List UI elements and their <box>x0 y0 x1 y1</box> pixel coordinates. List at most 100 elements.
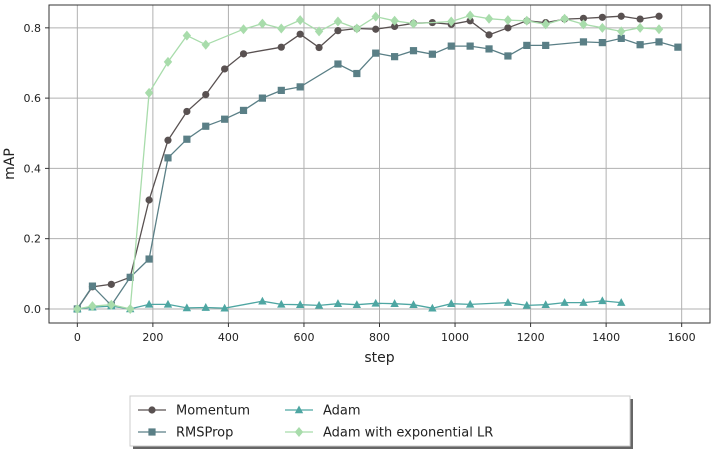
y-tick-label: 0.6 <box>24 92 42 105</box>
data-point-momentum <box>655 12 663 20</box>
data-point-adam-with-exponential-lr <box>635 22 645 33</box>
x-tick-label: 1000 <box>441 331 469 344</box>
data-point-momentum <box>164 136 172 144</box>
data-point-rmsprop <box>409 47 418 55</box>
data-point-rmsprop <box>126 273 134 281</box>
series-rmsprop <box>73 34 682 313</box>
x-tick-label: 1200 <box>517 331 545 344</box>
data-point-momentum <box>239 50 248 58</box>
series-line-adam <box>77 300 622 310</box>
data-point-rmsprop <box>391 53 399 61</box>
series-adam-with-exponential-lr <box>73 10 664 314</box>
data-point-adam-with-exponential-lr <box>182 30 192 41</box>
data-point-rmsprop <box>523 41 531 50</box>
data-point-rmsprop <box>221 115 229 123</box>
series-layer <box>73 10 682 314</box>
legend-marker <box>294 405 304 414</box>
data-point-adam-with-exponential-lr <box>390 15 399 26</box>
data-point-adam <box>277 299 286 308</box>
data-point-rmsprop <box>277 86 285 94</box>
data-point-rmsprop <box>372 49 380 57</box>
y-tick-label: 0.8 <box>24 22 42 35</box>
data-point-rmsprop <box>542 41 550 50</box>
data-point-adam <box>465 299 475 308</box>
data-point-adam-with-exponential-lr <box>201 39 210 50</box>
data-point-rmsprop <box>504 52 512 60</box>
legend-item-momentum: Momentum <box>138 404 250 419</box>
data-point-adam-with-exponential-lr <box>617 26 626 37</box>
data-point-rmsprop <box>617 34 625 42</box>
data-point-rmsprop <box>334 60 342 68</box>
data-point-rmsprop <box>183 135 191 143</box>
data-point-adam-with-exponential-lr <box>484 13 494 24</box>
legend: Momentum RMSProp Adam Adam with exponential… <box>129 395 633 449</box>
data-point-momentum <box>296 30 304 38</box>
data-point-adam-with-exponential-lr <box>295 15 305 26</box>
data-point-momentum <box>579 14 588 22</box>
data-point-adam <box>314 300 324 309</box>
data-point-adam <box>295 300 305 309</box>
x-tick-label: 0 <box>74 331 81 344</box>
data-point-momentum <box>202 91 210 99</box>
data-point-rmsprop <box>202 122 210 130</box>
data-point-adam <box>409 300 418 309</box>
data-point-adam <box>560 298 569 306</box>
data-point-rmsprop <box>655 38 663 46</box>
data-point-momentum <box>372 25 380 33</box>
data-point-rmsprop <box>145 255 153 263</box>
data-point-adam-with-exponential-lr <box>239 24 248 35</box>
data-point-adam <box>503 298 513 306</box>
data-point-adam-with-exponential-lr <box>314 26 324 37</box>
data-point-adam-with-exponential-lr <box>352 23 362 34</box>
legend-label: Adam <box>323 404 361 419</box>
data-point-adam-with-exponential-lr <box>598 22 607 33</box>
data-point-adam <box>144 299 154 308</box>
legend-box <box>129 395 631 447</box>
x-tick-label: 800 <box>369 331 390 344</box>
data-point-momentum <box>107 280 115 288</box>
data-point-adam <box>182 303 192 312</box>
data-point-rmsprop <box>164 154 172 162</box>
x-tick-label: 200 <box>142 331 163 344</box>
grid-lines <box>49 5 710 323</box>
data-point-momentum <box>598 13 606 21</box>
data-point-adam-with-exponential-lr <box>579 19 588 30</box>
data-point-adam-with-exponential-lr <box>333 16 343 27</box>
legend-marker <box>294 427 304 437</box>
data-point-adam <box>390 299 399 307</box>
data-point-rmsprop <box>466 42 474 50</box>
data-point-adam-with-exponential-lr <box>503 15 513 26</box>
legend-item-adam: Adam <box>285 404 361 419</box>
data-point-adam-with-exponential-lr <box>522 15 532 26</box>
data-point-adam <box>447 299 456 307</box>
x-tick-label: 1400 <box>592 331 620 344</box>
x-tick-label: 1600 <box>668 331 696 344</box>
data-point-rmsprop <box>428 50 436 58</box>
legend-item-rmsprop: RMSProp <box>138 426 233 441</box>
data-point-adam-with-exponential-lr <box>541 19 550 30</box>
data-point-rmsprop <box>296 83 304 91</box>
data-point-adam <box>220 303 229 312</box>
x-axis-label: step <box>364 350 394 366</box>
y-axis-label: mAP <box>2 148 18 180</box>
x-axis-ticks: 0 200 400 600 800 1000 1200 1400 1600 <box>74 323 696 344</box>
data-point-rmsprop <box>598 38 606 47</box>
data-point-adam-with-exponential-lr <box>144 87 154 98</box>
data-point-adam-with-exponential-lr <box>73 303 82 314</box>
data-point-adam-with-exponential-lr <box>88 301 97 312</box>
data-point-rmsprop <box>239 106 248 115</box>
legend-marker <box>148 406 156 414</box>
data-point-adam-with-exponential-lr <box>277 23 286 34</box>
y-axis-ticks: 0.0 0.2 0.4 0.6 0.8 <box>24 22 49 316</box>
data-point-adam <box>541 300 550 309</box>
data-point-adam <box>333 299 343 307</box>
data-point-adam-with-exponential-lr <box>560 13 569 24</box>
data-point-momentum <box>504 24 512 32</box>
data-point-adam-with-exponential-lr <box>409 18 418 29</box>
data-point-momentum <box>315 43 323 52</box>
data-point-adam-with-exponential-lr <box>163 56 173 67</box>
data-point-momentum <box>221 65 229 73</box>
data-point-momentum <box>183 107 191 116</box>
data-point-rmsprop <box>636 41 644 49</box>
